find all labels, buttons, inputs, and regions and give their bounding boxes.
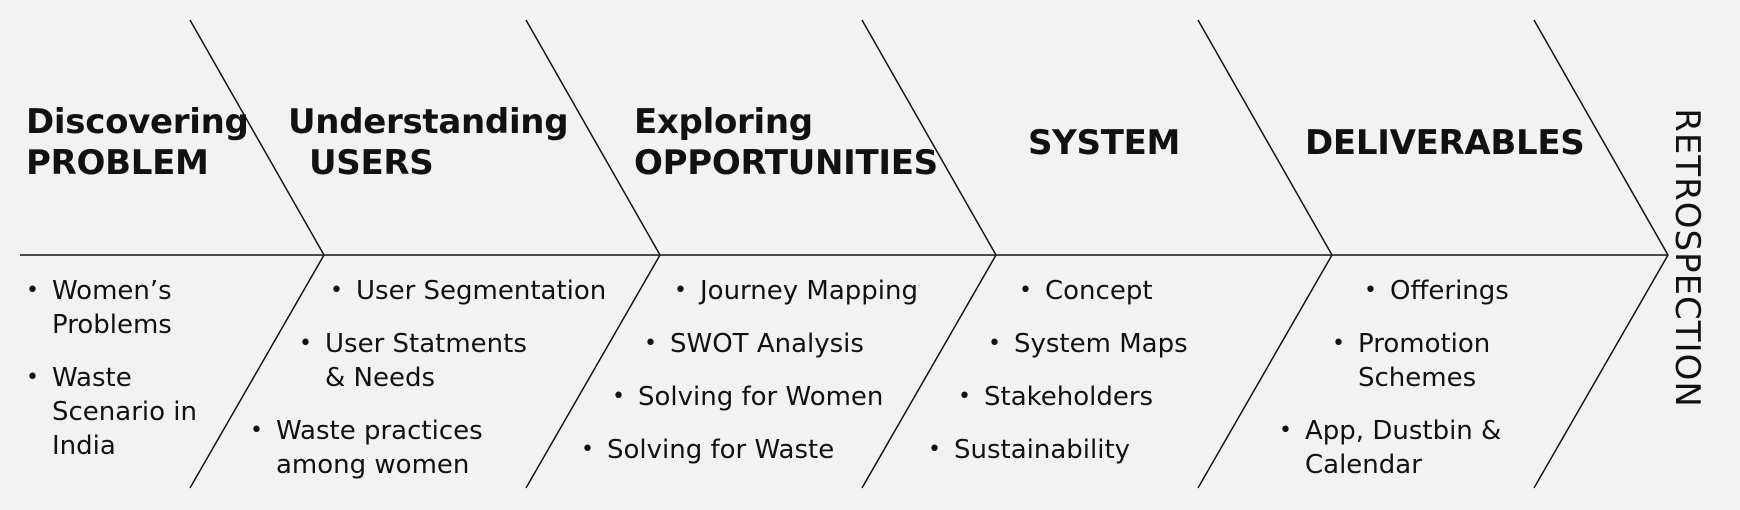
list-item: • SWOT Analysis — [644, 327, 864, 361]
bullet-icon: • — [612, 384, 625, 409]
chevron-5 — [1533, 19, 1669, 489]
list-item-line: India — [52, 431, 116, 461]
list-item: • Journey Mapping — [674, 274, 918, 308]
stage-title-line: OPPORTUNITIES — [634, 143, 938, 183]
list-item-line: Solving for Women — [638, 382, 884, 412]
list-item-line: among women — [276, 450, 470, 480]
retrospection-label: RETROSPECTION — [1667, 108, 1707, 408]
bullet-icon: • — [928, 437, 941, 462]
list-item-line: Stakeholders — [984, 382, 1154, 412]
list-item-line: Journey Mapping — [700, 276, 918, 306]
bullet-icon: • — [1279, 418, 1292, 443]
list-item-line: SWOT Analysis — [670, 329, 864, 359]
stage-title-line: Exploring — [634, 102, 813, 142]
chevron-4 — [1197, 19, 1333, 489]
stage-title-understanding-users: Understanding USERS — [288, 102, 569, 184]
bullet-icon: • — [1019, 278, 1032, 303]
stage-title-deliverables: DELIVERABLES — [1305, 123, 1585, 164]
list-item-line: Waste — [52, 363, 132, 393]
list-item-line: Waste practices — [276, 416, 483, 446]
bullet-icon: • — [250, 418, 263, 443]
list-item: • Concept — [1019, 274, 1153, 308]
stage-title-system: SYSTEM — [1028, 123, 1180, 164]
list-item: • Sustainability — [928, 433, 1131, 467]
list-item: • User Statments & Needs — [299, 327, 527, 395]
list-item-line: Scenario in — [52, 397, 197, 427]
chevron-2 — [525, 19, 661, 489]
list-item-line: & Needs — [325, 363, 436, 393]
list-item-line: Offerings — [1390, 276, 1509, 306]
list-item: • Promotion Schemes — [1332, 327, 1491, 395]
list-item-line: Concept — [1045, 276, 1153, 306]
list-item-line: Schemes — [1358, 363, 1477, 393]
list-item-line: Solving for Waste — [607, 435, 835, 465]
stage-title-line: USERS — [309, 143, 434, 183]
chevron-3 — [861, 19, 997, 489]
bullet-icon: • — [1332, 331, 1345, 356]
list-item: • Waste practices among women — [250, 414, 483, 482]
list-item: • Solving for Women — [612, 380, 884, 414]
stage-title-line: Discovering — [26, 102, 249, 142]
stage-title-line: DELIVERABLES — [1305, 123, 1585, 163]
bullet-icon: • — [1364, 278, 1377, 303]
stage-title-line: Understanding — [288, 102, 569, 142]
stage-title-discovering-problem: Discovering PROBLEM — [26, 102, 249, 184]
list-item-line: User Statments — [325, 329, 527, 359]
list-item: • Waste Scenario in India — [26, 361, 197, 463]
list-item-line: Sustainability — [954, 435, 1131, 465]
list-item-line: Promotion — [1358, 329, 1491, 359]
bullet-icon: • — [26, 365, 39, 390]
list-item-line: App, Dustbin & — [1305, 416, 1502, 446]
bullet-icon: • — [644, 331, 657, 356]
bullet-icon: • — [958, 384, 971, 409]
bullet-icon: • — [674, 278, 687, 303]
list-item-line: User Segmentation — [356, 276, 607, 306]
stage-title-line: SYSTEM — [1028, 123, 1181, 163]
bullet-icon: • — [330, 278, 343, 303]
bullet-icon: • — [988, 331, 1001, 356]
list-item: • Women’s Problems — [26, 274, 172, 342]
list-item-line: Problems — [52, 310, 172, 340]
bullet-icon: • — [299, 331, 312, 356]
stage-title-line: PROBLEM — [26, 143, 209, 183]
stage-title-exploring-opportunities: Exploring OPPORTUNITIES — [634, 102, 938, 184]
bullet-icon: • — [26, 278, 39, 303]
list-item-line: System Maps — [1014, 329, 1188, 359]
list-item-line: Women’s — [52, 276, 172, 306]
list-item: • App, Dustbin & Calendar — [1279, 414, 1502, 482]
bullet-icon: • — [581, 437, 594, 462]
list-item-line: Calendar — [1305, 450, 1422, 480]
chevron-1 — [189, 19, 325, 489]
list-item: • Solving for Waste — [581, 433, 835, 467]
list-item: • System Maps — [988, 327, 1188, 361]
list-item: • User Segmentation — [330, 274, 607, 308]
list-item: • Offerings — [1364, 274, 1509, 308]
list-item: • Stakeholders — [958, 380, 1154, 414]
